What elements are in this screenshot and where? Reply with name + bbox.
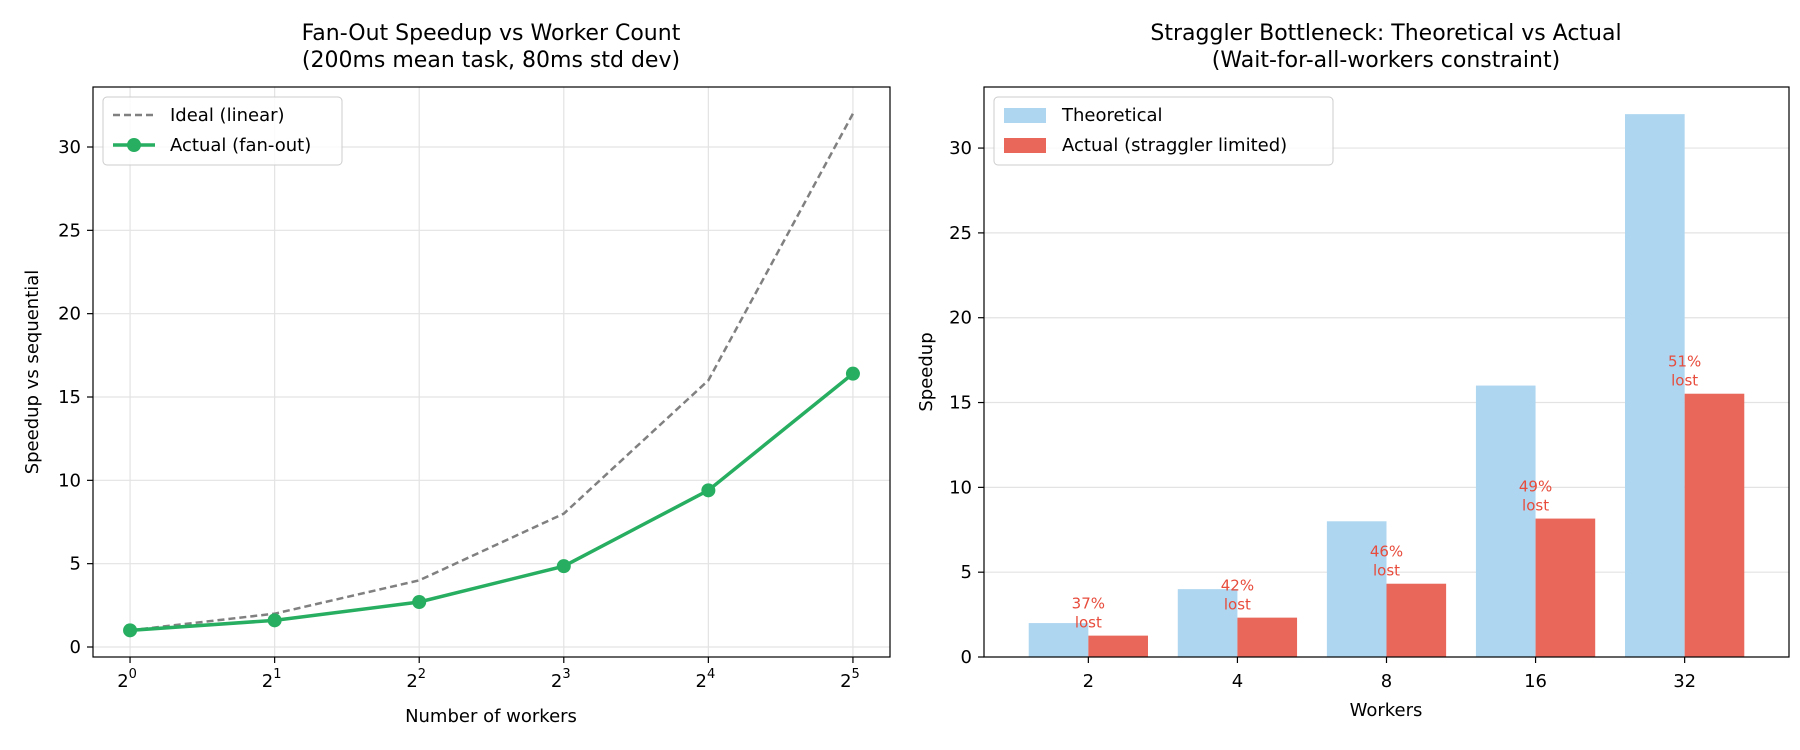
theoretical-bar <box>1475 385 1536 657</box>
actual-point <box>556 559 571 574</box>
legend-actual-marker <box>127 138 141 152</box>
chart2-bars <box>1028 114 1745 657</box>
chart2-legend: Theoretical Actual (straggler limited) <box>993 96 1334 166</box>
lost-annotation-pct: 37% <box>1072 595 1105 613</box>
actual-point <box>701 483 716 498</box>
straggler-bar-chart: Straggler Bottleneck: Theoretical vs Act… <box>916 21 1790 721</box>
legend-actual-straggler-label: Actual (straggler limited) <box>1062 135 1287 156</box>
y-tick-label: 20 <box>58 304 81 325</box>
x-tick-label: 23 <box>551 667 571 692</box>
chart1-grid <box>93 87 890 657</box>
legend-theoretical-label: Theoretical <box>1061 105 1163 126</box>
actual-bar <box>1684 393 1745 657</box>
chart2-x-ticks: 2 4 8 16 32 <box>1083 657 1696 692</box>
legend-actual-straggler-swatch <box>1004 138 1046 153</box>
x-tick-label: 22 <box>406 667 426 692</box>
y-tick-label: 0 <box>961 647 972 668</box>
chart1-series <box>123 113 860 638</box>
x-tick-label: 4 <box>1232 671 1243 692</box>
x-tick-label: 24 <box>695 667 715 692</box>
chart2-subtitle: (Wait-for-all-workers constraint) <box>1212 48 1560 73</box>
y-tick-label: 0 <box>70 637 81 658</box>
legend-theoretical-swatch <box>1004 108 1046 123</box>
actual-bar <box>1088 635 1148 657</box>
y-tick-label: 15 <box>949 393 972 414</box>
y-tick-label: 30 <box>949 138 972 159</box>
actual-bar <box>1386 583 1447 657</box>
chart1-plot-frame <box>92 86 891 658</box>
lost-annotation-word: lost <box>1224 596 1251 614</box>
chart2-y-axis-label: Speedup <box>916 332 937 411</box>
y-tick-label: 5 <box>961 562 972 583</box>
lost-annotation-pct: 51% <box>1668 353 1701 371</box>
chart1-legend: Ideal (linear) Actual (fan-out) <box>102 96 343 166</box>
lost-annotation-word: lost <box>1671 372 1698 390</box>
legend-actual-label: Actual (fan-out) <box>170 135 311 156</box>
actual-point <box>123 623 138 638</box>
x-tick-label: 8 <box>1381 671 1392 692</box>
ideal-line <box>129 113 855 632</box>
theoretical-bar <box>1028 623 1089 657</box>
chart1-legend-box <box>102 96 343 166</box>
chart1-x-ticks: 20 21 22 23 24 25 <box>117 657 860 692</box>
x-tick-label: 16 <box>1524 671 1547 692</box>
actual-point <box>845 366 860 381</box>
chart1-y-axis-label: Speedup vs sequential <box>22 270 43 475</box>
theoretical-bar <box>1625 114 1685 657</box>
lost-annotation-word: lost <box>1522 497 1549 515</box>
actual-point <box>267 613 282 628</box>
chart2-title: Straggler Bottleneck: Theoretical vs Act… <box>1150 21 1621 46</box>
speedup-line-chart: Fan-Out Speedup vs Worker Count (200ms m… <box>22 21 891 727</box>
actual-bar <box>1237 617 1298 657</box>
x-tick-label: 32 <box>1673 671 1696 692</box>
legend-ideal-label: Ideal (linear) <box>170 105 285 126</box>
y-tick-label: 15 <box>58 387 81 408</box>
y-tick-label: 20 <box>949 308 972 329</box>
x-tick-label: 25 <box>840 667 860 692</box>
chart1-subtitle: (200ms mean task, 80ms std dev) <box>302 48 680 73</box>
lost-annotation-pct: 46% <box>1370 543 1403 561</box>
x-tick-label: 2 <box>1083 671 1094 692</box>
chart2-x-axis-label: Workers <box>1350 700 1423 721</box>
y-tick-label: 30 <box>58 137 81 158</box>
y-tick-label: 25 <box>949 223 972 244</box>
chart1-x-axis-label: Number of workers <box>405 706 577 727</box>
y-tick-label: 10 <box>949 477 972 498</box>
lost-annotation-word: lost <box>1075 614 1102 632</box>
y-tick-label: 25 <box>58 220 81 241</box>
x-tick-label: 21 <box>262 667 282 692</box>
theoretical-bar <box>1326 521 1387 657</box>
lost-annotation-pct: 42% <box>1221 577 1254 595</box>
actual-line <box>129 372 855 633</box>
x-tick-label: 20 <box>117 667 137 692</box>
lost-annotation-pct: 49% <box>1519 478 1552 496</box>
chart2-y-ticks: 0 5 10 15 20 25 30 <box>949 138 984 668</box>
actual-bar <box>1535 518 1596 657</box>
lost-annotation-word: lost <box>1373 562 1400 580</box>
theoretical-bar <box>1177 589 1238 657</box>
chart1-y-ticks: 0 5 10 15 20 25 30 <box>58 137 93 658</box>
y-tick-label: 10 <box>58 470 81 491</box>
y-tick-label: 5 <box>70 554 81 575</box>
actual-point <box>412 595 427 609</box>
chart1-title: Fan-Out Speedup vs Worker Count <box>302 21 681 46</box>
chart2-legend-box <box>993 96 1334 166</box>
